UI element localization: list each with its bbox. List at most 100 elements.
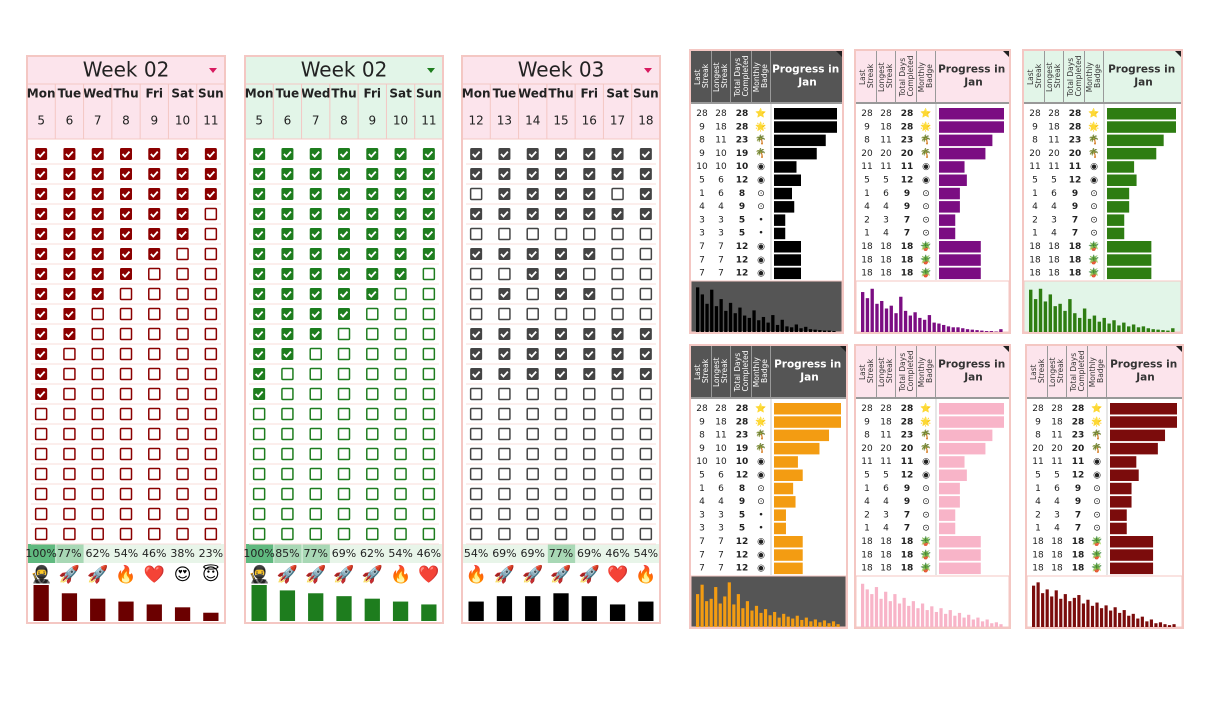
histogram-bar bbox=[989, 331, 994, 332]
last-streak: 9 bbox=[1035, 417, 1041, 427]
check-tick bbox=[585, 370, 594, 378]
checkbox-empty bbox=[63, 427, 76, 441]
check-tick bbox=[150, 230, 159, 238]
histogram-bar bbox=[1050, 596, 1054, 627]
checkbox-empty bbox=[119, 407, 133, 421]
badge: ⊙ bbox=[1093, 497, 1101, 507]
day-bar bbox=[364, 598, 380, 621]
day-name: Sat bbox=[171, 87, 194, 101]
checkbox-empty bbox=[148, 347, 161, 361]
panel-title: Progress in Jan bbox=[772, 64, 843, 89]
checkbox-checked bbox=[91, 168, 104, 180]
badge: ⊙ bbox=[922, 484, 930, 494]
check-tick bbox=[500, 370, 509, 378]
longest-streak: 28 bbox=[715, 109, 727, 119]
checkbox-empty bbox=[422, 407, 436, 421]
day-name: Sat bbox=[606, 87, 629, 101]
header-label-group: Monthly Badge bbox=[752, 60, 769, 92]
check-tick bbox=[150, 210, 159, 218]
checkbox-checked bbox=[63, 268, 76, 280]
progress-bar bbox=[939, 509, 956, 521]
checkbox-checked bbox=[253, 368, 266, 380]
checkbox-checked bbox=[422, 228, 435, 240]
date: 11 bbox=[421, 114, 436, 128]
column-header: Monthly Badge bbox=[1088, 355, 1105, 387]
check-tick bbox=[471, 210, 481, 218]
histogram-bar bbox=[888, 601, 892, 627]
last-streak: 18 bbox=[1032, 564, 1044, 574]
longest-streak: 11 bbox=[880, 431, 891, 441]
badge: 🌴 bbox=[1091, 429, 1102, 441]
histogram-bar bbox=[1145, 621, 1149, 627]
histogram-bar bbox=[971, 619, 975, 627]
check-tick bbox=[641, 350, 651, 358]
last-streak: 28 bbox=[1029, 109, 1041, 119]
corner-mark bbox=[840, 346, 846, 352]
checkbox-empty bbox=[394, 527, 407, 541]
badge: 🪴 bbox=[1088, 240, 1099, 252]
longest-streak: 11 bbox=[1051, 457, 1062, 467]
check-tick bbox=[311, 210, 320, 218]
check-tick bbox=[585, 150, 594, 158]
checkbox-empty bbox=[176, 327, 189, 341]
longest-streak: 11 bbox=[1048, 162, 1059, 172]
checkbox-checked bbox=[555, 328, 567, 340]
checkbox-empty bbox=[176, 347, 189, 361]
histogram-bar bbox=[1136, 327, 1141, 332]
checkbox-empty bbox=[119, 307, 133, 321]
total-days: 28 bbox=[1072, 417, 1085, 427]
emoji: 🥷 bbox=[31, 564, 52, 585]
checkbox-empty bbox=[252, 487, 266, 501]
last-streak: 28 bbox=[1032, 404, 1044, 414]
checkbox-checked bbox=[63, 228, 76, 240]
progress-bar bbox=[1110, 522, 1127, 535]
checkbox-checked bbox=[498, 208, 511, 220]
check-tick bbox=[254, 150, 264, 158]
percent-label: 46% bbox=[417, 547, 441, 560]
check-tick bbox=[36, 330, 46, 338]
longest-streak: 18 bbox=[880, 550, 892, 560]
checkbox-checked bbox=[253, 288, 266, 300]
check-tick bbox=[254, 370, 264, 378]
day-bar bbox=[336, 596, 352, 621]
badge: ⭐ bbox=[920, 402, 931, 414]
last-streak: 8 bbox=[864, 136, 870, 146]
checkbox-empty bbox=[639, 507, 653, 521]
badge: 🌴 bbox=[1088, 134, 1099, 146]
checkbox-empty bbox=[498, 267, 511, 281]
checkbox-empty bbox=[337, 487, 351, 501]
date: 10 bbox=[175, 114, 190, 128]
longest-streak: 7 bbox=[718, 269, 724, 279]
checkbox-empty bbox=[639, 287, 653, 301]
checkbox-empty bbox=[526, 467, 539, 481]
checkbox-empty bbox=[281, 427, 294, 441]
histogram-bar bbox=[1073, 313, 1077, 332]
checkbox-empty bbox=[309, 407, 322, 421]
longest-streak: 4 bbox=[883, 229, 889, 239]
checkbox-empty bbox=[469, 187, 483, 201]
checkbox-empty bbox=[366, 307, 379, 321]
corner-mark bbox=[1003, 51, 1009, 57]
date: 10 bbox=[393, 114, 408, 128]
day-bar bbox=[146, 604, 162, 621]
last-streak: 1 bbox=[699, 189, 705, 199]
day-bar bbox=[174, 607, 191, 621]
histogram-bar bbox=[1038, 288, 1043, 332]
histogram-bar bbox=[714, 587, 718, 627]
column-header: Last Streak bbox=[1029, 358, 1046, 383]
check-tick bbox=[471, 170, 481, 178]
day-bar bbox=[553, 593, 569, 621]
longest-streak: 11 bbox=[880, 136, 891, 146]
badge: ⊙ bbox=[1093, 484, 1101, 494]
checkbox-empty bbox=[611, 227, 624, 241]
checkbox-checked bbox=[63, 328, 76, 340]
day-bar bbox=[203, 612, 219, 621]
badge: ◉ bbox=[922, 457, 930, 467]
last-streak: 10 bbox=[696, 162, 708, 172]
check-tick bbox=[283, 250, 292, 258]
progress-bar bbox=[939, 108, 1004, 120]
check-tick bbox=[254, 210, 264, 218]
histogram-bar bbox=[1029, 289, 1033, 332]
total-days: 18 bbox=[1069, 242, 1082, 252]
check-tick bbox=[396, 150, 405, 158]
